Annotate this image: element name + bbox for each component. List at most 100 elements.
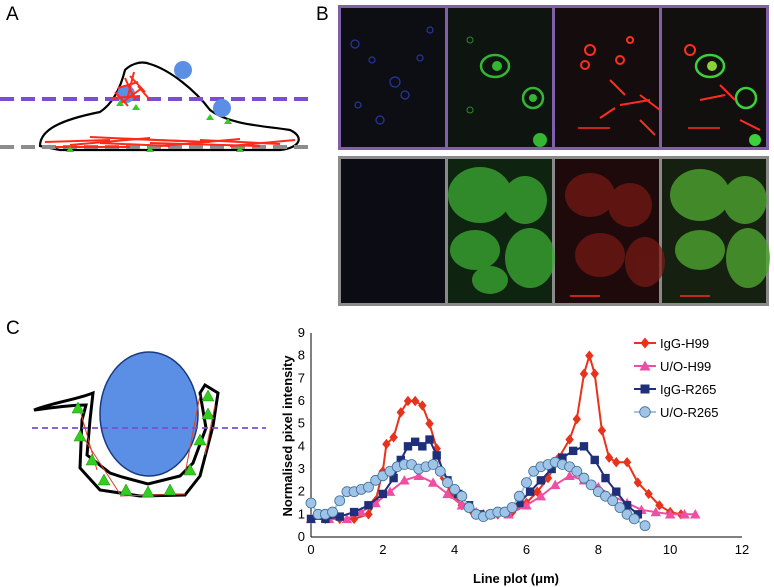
legend-label: U/O-R265 (660, 405, 719, 420)
data-point (427, 459, 439, 470)
legend-item: IgG-H99 (634, 336, 709, 351)
data-point (604, 452, 614, 463)
data-point (396, 455, 405, 465)
data-point (585, 350, 594, 361)
data-point (410, 395, 420, 407)
top-blue-cells (350, 26, 434, 125)
data-point (335, 512, 344, 521)
panel-label-c: C (6, 318, 20, 339)
data-point (607, 495, 619, 507)
x-tick-label: 0 (307, 542, 314, 557)
data-point (536, 476, 546, 485)
x-tick-label: 10 (663, 542, 677, 557)
data-point (306, 514, 316, 524)
data-point (389, 473, 398, 483)
data-point (655, 500, 664, 511)
data-point (363, 481, 374, 493)
data-point (442, 477, 453, 489)
data-point (558, 453, 567, 462)
data-point (378, 489, 388, 499)
data-point (612, 487, 621, 496)
legend-label: IgG-H99 (660, 336, 709, 351)
yeast-cell (99, 351, 199, 477)
data-point (640, 337, 650, 349)
data-point (305, 497, 317, 509)
data-point (639, 520, 651, 532)
nucleus-top (174, 61, 192, 79)
data-point (384, 486, 396, 496)
y-tick-label: 9 (298, 325, 305, 340)
data-point (396, 407, 405, 418)
data-point (565, 434, 574, 445)
legend-item: U/O-H99 (634, 359, 711, 374)
data-point (622, 457, 632, 468)
legend: IgG-H99 U/O-H99 IgG-R265 U/O-R265 (634, 336, 719, 420)
data-point (425, 435, 434, 444)
bottom-green-cells (448, 167, 555, 294)
data-point (579, 442, 589, 451)
data-point (633, 477, 643, 488)
data-point (418, 442, 427, 451)
series-line (311, 352, 682, 520)
x-tick-label: 12 (735, 542, 749, 557)
data-point (341, 513, 353, 524)
data-point (410, 437, 420, 446)
data-point (403, 395, 413, 407)
series-IgG-H99 (306, 350, 686, 525)
data-point (614, 502, 626, 513)
data-point (389, 432, 398, 443)
data-point (463, 502, 475, 513)
data-point (612, 457, 621, 468)
data-point (628, 513, 640, 525)
top-red-cells (580, 36, 661, 136)
data-point (403, 442, 413, 451)
data-point (535, 491, 547, 501)
data-point (432, 451, 441, 460)
x-axis-label: Line plot (μm) (473, 571, 559, 586)
micrograph-grid (338, 5, 770, 306)
data-point (639, 360, 651, 371)
top-green-cells (466, 36, 547, 147)
legend-item: IgG-R265 (634, 382, 716, 397)
data-point (334, 495, 346, 507)
series-U/O-R265 (305, 456, 651, 532)
data-point (572, 413, 581, 425)
data-point (506, 502, 518, 513)
nucleus-right (213, 99, 231, 117)
data-point (633, 510, 643, 519)
data-point (578, 472, 590, 484)
data-point (640, 384, 650, 394)
y-tick-label: 4 (298, 438, 305, 453)
data-point (571, 465, 583, 477)
legend-label: U/O-H99 (660, 359, 711, 374)
data-point (622, 501, 632, 510)
y-tick-label: 1 (298, 506, 305, 521)
y-tick-label: 5 (298, 416, 305, 431)
data-point (364, 509, 373, 520)
x-tick-label: 8 (595, 542, 602, 557)
top-merge-cells (684, 44, 761, 146)
legend-label: IgG-R265 (660, 382, 716, 397)
data-point (597, 425, 607, 436)
data-point (364, 501, 373, 510)
actin-filaments-base (44, 136, 296, 148)
panel-label-b: B (316, 4, 329, 25)
y-tick-label: 0 (298, 529, 305, 544)
data-point (427, 477, 439, 487)
x-tick-label: 6 (523, 542, 530, 557)
panel-label-a: A (6, 4, 19, 25)
data-point (590, 368, 599, 379)
data-point (543, 472, 553, 484)
micrograph-tile-blue (341, 159, 445, 303)
data-point (564, 470, 575, 480)
data-point (442, 488, 453, 499)
green-markers-a (66, 100, 244, 152)
data-point (690, 509, 701, 519)
y-tick-label: 7 (298, 370, 305, 385)
bottom-merge-cells (670, 169, 770, 288)
data-point (590, 455, 599, 465)
data-point (547, 464, 556, 474)
data-point (370, 497, 381, 508)
cell-schematic (0, 61, 315, 152)
